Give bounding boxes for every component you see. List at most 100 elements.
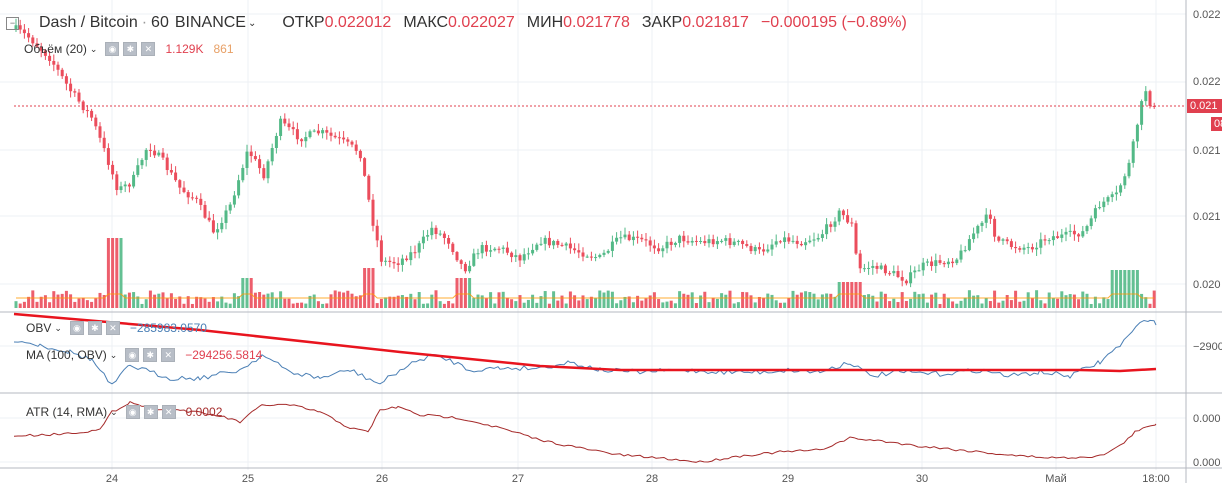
candle-body: [720, 240, 724, 242]
candle-body: [186, 192, 190, 198]
candle-body: [451, 243, 455, 253]
candle-body: [31, 37, 35, 44]
candle-body: [627, 234, 631, 241]
volume-bar: [799, 292, 803, 308]
gear-icon[interactable]: ✱: [123, 42, 138, 56]
candle-body: [892, 271, 896, 274]
volume-bar: [988, 301, 992, 308]
volume-bar: [724, 294, 728, 308]
atr-tick-label: 0.000: [1193, 413, 1221, 425]
candle-body: [169, 170, 173, 173]
candle-body: [476, 253, 480, 255]
volume-bar: [846, 282, 850, 308]
volume-bar: [539, 296, 543, 308]
volume-bar: [568, 291, 572, 308]
eye-icon[interactable]: ◉: [105, 42, 120, 56]
candle-body: [913, 270, 917, 273]
candle-body: [736, 240, 740, 242]
collapse-icon[interactable]: −: [6, 16, 19, 30]
volume-bar: [741, 291, 745, 308]
volume-bar: [804, 291, 808, 308]
gear-icon[interactable]: ✱: [87, 321, 102, 335]
candle-body: [993, 218, 997, 237]
volume-bar: [699, 295, 703, 308]
candle-body: [392, 261, 396, 264]
candle-body: [825, 224, 829, 235]
candle-body: [153, 150, 157, 156]
volume-bar: [73, 301, 77, 308]
candle-body: [518, 255, 522, 261]
eye-icon[interactable]: ◉: [69, 321, 84, 335]
candle-body: [144, 149, 148, 160]
eye-icon[interactable]: ◉: [125, 348, 140, 362]
volume-bar: [220, 296, 224, 308]
close-icon[interactable]: ✕: [105, 321, 120, 335]
volume-bar: [531, 294, 535, 308]
candle-body: [594, 257, 598, 259]
candle-body: [879, 265, 883, 269]
volume-bar: [1064, 295, 1068, 308]
volume-bar: [207, 301, 211, 308]
candle-body: [379, 240, 383, 262]
volume-bar: [329, 294, 333, 308]
candle-body: [421, 236, 425, 244]
chevron-down-icon[interactable]: ⌄: [110, 406, 118, 417]
volume-bar: [421, 303, 425, 308]
candle-body: [816, 237, 820, 240]
candle-body: [279, 118, 283, 136]
candle-body: [333, 135, 337, 138]
candle-body: [770, 244, 774, 250]
volume-bar: [342, 292, 346, 308]
candle-body: [1043, 239, 1047, 241]
eye-icon[interactable]: ◉: [125, 405, 140, 419]
chart-header: − Dash / Bitcoin · 60 BINANCE ⌄ ОТКР 0.0…: [6, 12, 907, 34]
volume-bar: [930, 294, 934, 308]
candle-body: [1102, 201, 1106, 208]
candle-body: [405, 258, 409, 261]
candle-body: [199, 198, 203, 205]
chevron-down-icon[interactable]: ⌄: [109, 349, 118, 360]
ma-legend-name[interactable]: MA (100, OBV): [26, 348, 107, 362]
volume-bar: [132, 292, 136, 308]
volume-bar: [52, 291, 56, 308]
close-icon[interactable]: ✕: [161, 348, 176, 362]
volume-bar: [144, 299, 148, 308]
candle-body: [56, 64, 60, 70]
volume-bar: [522, 302, 526, 308]
volume-bar: [1114, 270, 1118, 308]
volume-bar: [94, 298, 98, 308]
volume-bar: [783, 302, 787, 308]
volume-bar: [228, 303, 232, 308]
volume-bar: [598, 290, 602, 308]
volume-bar: [791, 290, 795, 308]
volume-bar: [736, 302, 740, 308]
symbol-name[interactable]: Dash / Bitcoin: [39, 14, 138, 31]
volume-bar: [820, 294, 824, 308]
chevron-down-icon[interactable]: ⌄: [89, 43, 98, 54]
candle-body: [266, 161, 270, 179]
gear-icon[interactable]: ✱: [143, 348, 158, 362]
close-icon[interactable]: ✕: [141, 42, 156, 56]
candle-body: [930, 261, 934, 267]
volume-bar: [808, 292, 812, 308]
volume-bar: [589, 296, 593, 308]
candle-body: [535, 244, 539, 250]
candle-body: [1148, 91, 1152, 106]
interval: 60: [151, 14, 169, 31]
obv-legend-name[interactable]: OBV: [26, 321, 52, 335]
chevron-down-icon[interactable]: ⌄: [54, 322, 62, 333]
atr-legend-name[interactable]: ATR (14, RMA): [26, 405, 108, 419]
candle-body: [94, 117, 98, 127]
volume-legend-name[interactable]: Объём (20): [24, 42, 87, 56]
gear-icon[interactable]: ✱: [143, 405, 158, 419]
candle-body: [312, 130, 316, 132]
atr-legend-value: 0.0002: [185, 405, 223, 419]
change-value: −0.000195 (−0.89%): [760, 14, 907, 31]
chevron-down-icon[interactable]: ⌄: [247, 17, 257, 29]
volume-bar: [753, 302, 757, 308]
close-icon[interactable]: ✕: [161, 405, 176, 419]
candle-body: [547, 237, 551, 246]
volume-bar: [715, 298, 719, 308]
